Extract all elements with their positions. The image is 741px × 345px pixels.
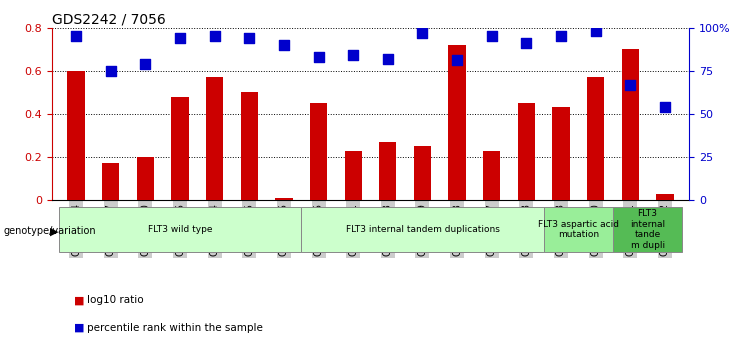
Bar [657, 194, 674, 200]
Point [451, 58, 463, 63]
Point [590, 28, 602, 34]
Text: FLT3 internal tandem duplications: FLT3 internal tandem duplications [345, 225, 499, 234]
Text: GDS2242 / 7056: GDS2242 / 7056 [52, 12, 166, 27]
Text: ▶: ▶ [50, 226, 59, 236]
Point [625, 82, 637, 87]
Text: genotype/variation: genotype/variation [4, 226, 96, 236]
Bar [413, 146, 431, 200]
Bar [613, 207, 682, 252]
Point [174, 35, 186, 41]
Bar [302, 207, 544, 252]
Bar [171, 97, 189, 200]
Bar [59, 207, 302, 252]
Bar [310, 103, 328, 200]
Bar [102, 164, 119, 200]
Bar [241, 92, 258, 200]
Bar [587, 77, 604, 200]
Text: ■: ■ [74, 295, 84, 305]
Point [313, 54, 325, 60]
Text: FLT3
internal
tande
m dupli: FLT3 internal tande m dupli [630, 209, 665, 249]
Point [382, 56, 393, 61]
Bar [483, 150, 500, 200]
Text: FLT3 wild type: FLT3 wild type [147, 225, 212, 234]
Bar [67, 71, 84, 200]
Bar [137, 157, 154, 200]
Point [209, 33, 221, 39]
Bar [379, 142, 396, 200]
Bar [552, 107, 570, 200]
Point [555, 33, 567, 39]
Point [243, 35, 255, 41]
Bar [206, 77, 223, 200]
Bar [275, 198, 293, 200]
Bar [544, 207, 613, 252]
Bar [345, 150, 362, 200]
Point [278, 42, 290, 48]
Bar [622, 49, 639, 200]
Text: ■: ■ [74, 323, 84, 333]
Point [139, 61, 151, 67]
Text: percentile rank within the sample: percentile rank within the sample [87, 323, 263, 333]
Point [659, 104, 671, 110]
Point [70, 33, 82, 39]
Bar [518, 103, 535, 200]
Point [416, 30, 428, 36]
Point [104, 68, 116, 73]
Point [486, 33, 498, 39]
Text: log10 ratio: log10 ratio [87, 295, 144, 305]
Point [520, 40, 532, 46]
Text: FLT3 aspartic acid
mutation: FLT3 aspartic acid mutation [538, 220, 619, 239]
Bar [448, 45, 466, 200]
Point [348, 52, 359, 58]
